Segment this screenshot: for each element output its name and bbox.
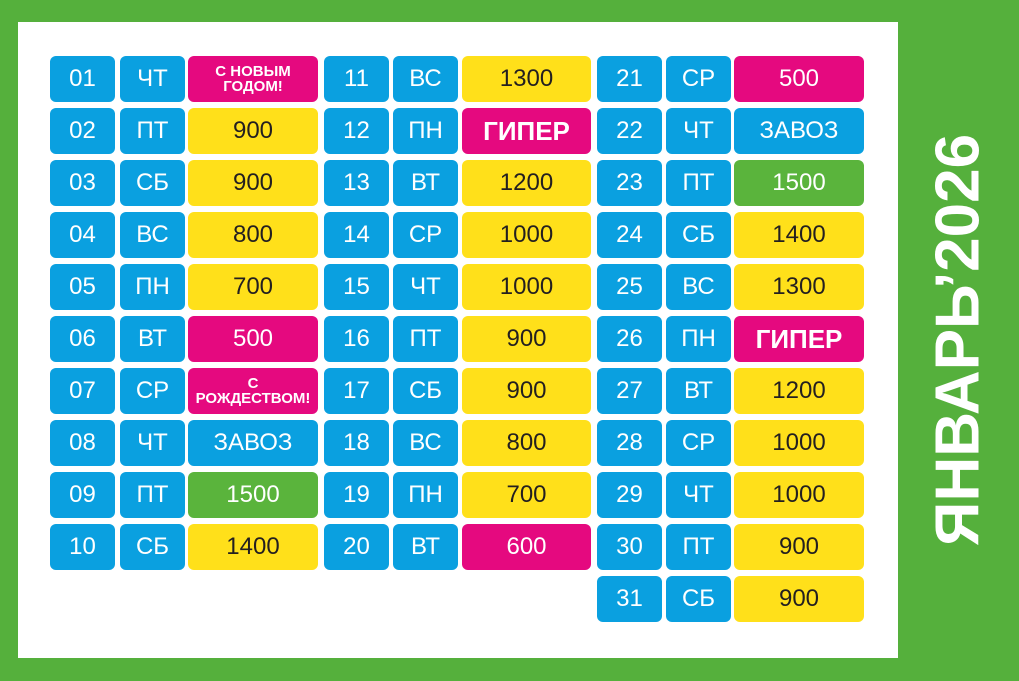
day-label: 1000 xyxy=(462,212,591,258)
weekday: ВС xyxy=(393,420,458,466)
day-number: 11 xyxy=(324,56,389,102)
day-label: 1200 xyxy=(462,160,591,206)
day-number: 27 xyxy=(597,368,662,414)
weekday: ПТ xyxy=(393,316,458,362)
day-number: 08 xyxy=(50,420,115,466)
day-number: 23 xyxy=(597,160,662,206)
day-label: 900 xyxy=(188,160,318,206)
day-label: 1200 xyxy=(734,368,864,414)
day-label: 800 xyxy=(462,420,591,466)
day-number: 24 xyxy=(597,212,662,258)
day-number: 28 xyxy=(597,420,662,466)
weekday: СР xyxy=(393,212,458,258)
weekday: ВС xyxy=(393,56,458,102)
day-label: 1500 xyxy=(188,472,318,518)
day-number: 31 xyxy=(597,576,662,622)
weekday: СБ xyxy=(666,212,731,258)
day-number: 07 xyxy=(50,368,115,414)
weekday: ПТ xyxy=(120,108,185,154)
day-number: 17 xyxy=(324,368,389,414)
day-number: 04 xyxy=(50,212,115,258)
weekday: СР xyxy=(666,56,731,102)
day-label: 1000 xyxy=(734,420,864,466)
weekday: СР xyxy=(120,368,185,414)
weekday: СБ xyxy=(120,160,185,206)
weekday: ВС xyxy=(666,264,731,310)
day-label: 900 xyxy=(734,524,864,570)
weekday: ЧТ xyxy=(120,56,185,102)
day-label: 1500 xyxy=(734,160,864,206)
day-label: 1000 xyxy=(734,472,864,518)
day-label: 700 xyxy=(462,472,591,518)
weekday: ЧТ xyxy=(393,264,458,310)
day-number: 13 xyxy=(324,160,389,206)
day-number: 19 xyxy=(324,472,389,518)
weekday: ВТ xyxy=(393,160,458,206)
weekday: СБ xyxy=(666,576,731,622)
day-label: 500 xyxy=(734,56,864,102)
weekday: ПН xyxy=(666,316,731,362)
day-number: 29 xyxy=(597,472,662,518)
day-label: 1300 xyxy=(462,56,591,102)
day-label: 900 xyxy=(462,316,591,362)
weekday: СБ xyxy=(393,368,458,414)
day-number: 01 xyxy=(50,56,115,102)
weekday: ПН xyxy=(393,108,458,154)
weekday: СБ xyxy=(120,524,185,570)
day-label: 600 xyxy=(462,524,591,570)
day-label: ГИПЕР xyxy=(734,316,864,362)
day-number: 25 xyxy=(597,264,662,310)
day-label: 1000 xyxy=(462,264,591,310)
weekday: ПТ xyxy=(666,160,731,206)
weekday: ВС xyxy=(120,212,185,258)
day-number: 30 xyxy=(597,524,662,570)
day-number: 03 xyxy=(50,160,115,206)
day-number: 18 xyxy=(324,420,389,466)
day-label: ЗАВОЗ xyxy=(188,420,318,466)
day-number: 05 xyxy=(50,264,115,310)
day-label: ГИПЕР xyxy=(462,108,591,154)
weekday: ПН xyxy=(120,264,185,310)
weekday: ПТ xyxy=(666,524,731,570)
day-number: 26 xyxy=(597,316,662,362)
day-number: 02 xyxy=(50,108,115,154)
weekday: ЧТ xyxy=(666,108,731,154)
day-number: 09 xyxy=(50,472,115,518)
day-number: 20 xyxy=(324,524,389,570)
day-label: 1300 xyxy=(734,264,864,310)
day-number: 16 xyxy=(324,316,389,362)
day-label: 900 xyxy=(734,576,864,622)
weekday: ВТ xyxy=(393,524,458,570)
weekday: ПН xyxy=(393,472,458,518)
day-number: 22 xyxy=(597,108,662,154)
day-label: 900 xyxy=(188,108,318,154)
day-number: 12 xyxy=(324,108,389,154)
weekday: ПТ xyxy=(120,472,185,518)
day-label: 1400 xyxy=(734,212,864,258)
day-label: 1400 xyxy=(188,524,318,570)
weekday: ВТ xyxy=(666,368,731,414)
weekday: ЧТ xyxy=(666,472,731,518)
title: ЯНВАРЬ’2026 xyxy=(923,133,993,547)
day-number: 21 xyxy=(597,56,662,102)
weekday: ЧТ xyxy=(120,420,185,466)
day-label: ЗАВОЗ xyxy=(734,108,864,154)
weekday: ВТ xyxy=(120,316,185,362)
day-label: 900 xyxy=(462,368,591,414)
day-label: 500 xyxy=(188,316,318,362)
day-label: 800 xyxy=(188,212,318,258)
day-number: 15 xyxy=(324,264,389,310)
day-label: 700 xyxy=(188,264,318,310)
day-label: С РОЖДЕСТВОМ! xyxy=(188,368,318,414)
weekday: СР xyxy=(666,420,731,466)
day-number: 14 xyxy=(324,212,389,258)
day-label: С НОВЫМ ГОДОМ! xyxy=(188,56,318,102)
day-number: 06 xyxy=(50,316,115,362)
day-number: 10 xyxy=(50,524,115,570)
